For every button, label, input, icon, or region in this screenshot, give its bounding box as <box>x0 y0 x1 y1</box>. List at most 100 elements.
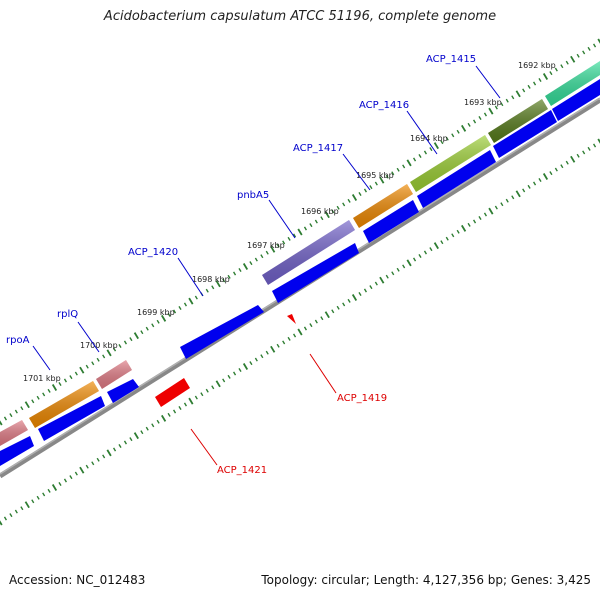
tick-mark-outer <box>194 295 198 300</box>
tick-mark-inner <box>123 440 128 445</box>
gene-label-leaders <box>32 65 501 466</box>
tick-mark-inner <box>309 323 313 328</box>
tick-mark-inner <box>314 319 318 324</box>
tick-mark-outer <box>287 236 291 241</box>
tick-mark-inner <box>238 368 242 372</box>
tick-mark-inner <box>385 274 389 279</box>
leader-line-pnba5 <box>268 199 296 239</box>
tick-mark-inner <box>183 402 188 407</box>
tick-mark-outer <box>183 302 188 307</box>
cog-track <box>0 61 600 446</box>
cds-forward <box>180 305 264 359</box>
cog-bar-shading <box>0 61 600 446</box>
tick-mark-outer <box>14 409 18 414</box>
tick-mark-inner <box>0 520 3 526</box>
gene-label-acp1419: ACP_1419 <box>337 393 387 404</box>
tick-mark-inner <box>565 160 569 165</box>
tick-mark-inner <box>222 378 226 383</box>
tick-mark-outer <box>494 105 498 110</box>
tick-mark-outer <box>570 55 576 63</box>
tick-mark-inner <box>456 229 460 234</box>
tick-mark-outer <box>242 263 249 270</box>
tick-mark-inner <box>63 478 68 483</box>
tick-mark-outer <box>522 88 526 93</box>
leader-line-acp1417 <box>342 153 371 191</box>
tick-mark-inner <box>167 412 171 417</box>
tick-mark-outer <box>379 176 385 184</box>
tick-mark-inner <box>483 212 488 217</box>
tick-dots-outer <box>0 38 600 426</box>
tick-mark-inner <box>538 178 542 182</box>
tick-mark-inner <box>412 257 417 262</box>
tick-mark-inner <box>582 150 586 155</box>
tick-mark-inner <box>69 475 73 480</box>
gene-label-acp1421: ACP_1421 <box>217 465 267 476</box>
tick-mark-inner <box>74 471 78 476</box>
cds-forward <box>0 436 34 466</box>
tick-mark-inner <box>324 311 330 319</box>
tick-mark-outer <box>391 171 395 176</box>
tick-mark-outer <box>358 192 362 196</box>
tick-mark-outer <box>515 90 521 98</box>
tick-mark-inner <box>254 357 258 362</box>
tick-mark-inner <box>440 240 444 245</box>
tick-mark-outer <box>418 154 422 158</box>
tick-mark-outer <box>331 209 335 214</box>
tick-mark-outer <box>320 216 324 221</box>
leader-line-acp1415 <box>475 65 501 99</box>
tick-mark-outer <box>270 245 276 253</box>
tick-mark-outer <box>129 337 133 342</box>
tick-mark-outer <box>592 43 597 48</box>
forward-cds-track <box>0 79 600 466</box>
tick-mark-outer <box>565 60 569 65</box>
tick-mark-inner <box>472 219 477 224</box>
tick-mark-inner <box>363 288 368 293</box>
tick-mark-inner <box>270 345 276 353</box>
tick-mark-inner <box>532 181 537 186</box>
gene-label-rplq: rplQ <box>57 309 78 320</box>
tick-mark-outer <box>532 81 537 86</box>
tick-mark-inner <box>576 153 580 158</box>
tick-mark-outer <box>96 357 100 362</box>
tick-mark-outer <box>303 226 308 231</box>
tick-mark-outer <box>582 50 586 55</box>
tick-mark-outer <box>505 98 509 103</box>
tick-mark-inner <box>597 138 600 144</box>
tick-mark-inner <box>461 224 467 232</box>
tick-mark-inner <box>156 419 160 424</box>
tick-mark-inner <box>51 484 58 491</box>
tick-mark-outer <box>336 205 340 210</box>
gene-label-acp1417: ACP_1417 <box>293 143 343 154</box>
tick-mark-outer <box>351 194 358 201</box>
tick-mark-outer <box>140 330 144 335</box>
tick-mark-outer <box>412 157 417 162</box>
tick-mark-outer <box>560 64 564 69</box>
tick-mark-outer <box>106 349 112 357</box>
tick-mark-inner <box>342 302 346 307</box>
tick-mark-inner <box>570 155 576 163</box>
tick-mark-outer <box>47 388 51 393</box>
tick-mark-outer <box>211 285 215 290</box>
tick-mark-inner <box>106 449 112 457</box>
tick-mark-inner <box>527 184 531 189</box>
tick-mark-inner <box>161 414 167 422</box>
tick-mark-outer <box>24 401 30 409</box>
tick-mark-outer <box>167 312 171 317</box>
gene-label-acp1416: ACP_1416 <box>359 100 409 111</box>
tick-mark-outer <box>265 250 269 255</box>
tick-mark-inner <box>297 328 303 336</box>
tick-mark-inner <box>488 207 494 215</box>
tick-mark-outer <box>483 112 488 117</box>
tick-mark-inner <box>265 350 269 355</box>
tick-mark-outer <box>433 142 439 150</box>
tick-mark-outer <box>478 116 482 120</box>
cds-forward <box>107 379 139 403</box>
tick-mark-inner <box>112 447 117 452</box>
tick-mark-inner <box>194 395 198 400</box>
tick-mark-outer <box>488 107 494 115</box>
tick-mark-outer <box>406 159 412 167</box>
leader-line-rplq <box>77 321 100 353</box>
tick-label: 1700 kbp <box>80 341 118 350</box>
tick-mark-outer <box>554 67 558 72</box>
tick-mark-outer <box>374 181 378 186</box>
